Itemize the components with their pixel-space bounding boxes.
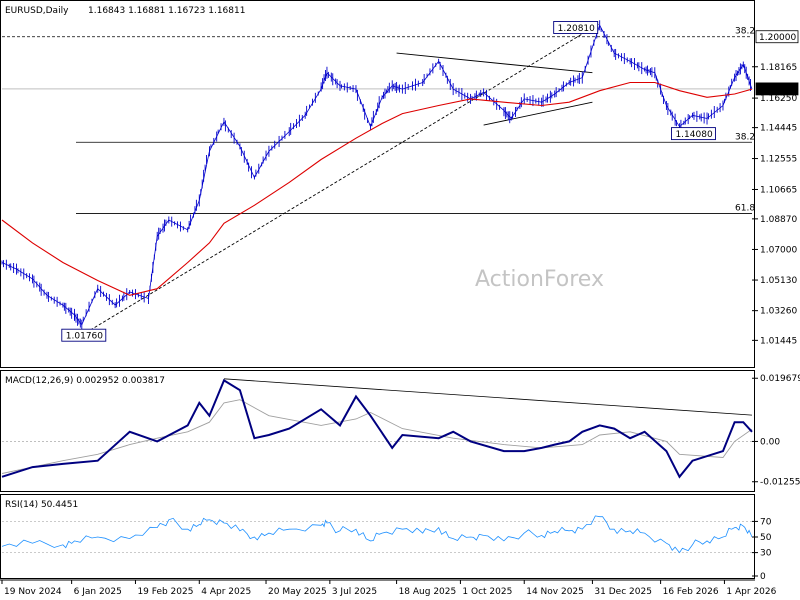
triangle-lower-line	[483, 101, 593, 126]
rsi-tick-label: 0	[760, 572, 766, 582]
fib-level-label: 38.2	[735, 27, 755, 37]
price-tick-label: 1.07000	[760, 245, 797, 255]
price-annotation-box	[553, 21, 599, 34]
price-tick-label: 1.16250	[760, 94, 797, 104]
date-tick-label: 16 Feb 2026	[663, 587, 719, 597]
date-tick-label: 20 May 2025	[268, 587, 327, 597]
date-tick-label: 31 Dec 2025	[594, 587, 652, 597]
price-close-line	[1, 24, 753, 326]
level-price-label-box	[755, 30, 799, 44]
date-tick-label: 1 Oct 2025	[462, 587, 512, 597]
price-y-axis: 1.18165 1.16250 1.14445 1.12555 1.10665 1.088…	[752, 63, 797, 346]
price-labels: 1.20000 1.16811	[755, 30, 799, 96]
price-tick-label: 1.18165	[760, 63, 797, 73]
chart-symbol: EURUSD,Daily	[5, 6, 69, 16]
rsi-tick-label: 70	[760, 517, 772, 527]
price-panel-frame	[0, 0, 755, 368]
price-annotation-label: 1.01760	[66, 332, 103, 342]
current-price-label-box	[755, 82, 799, 96]
fib-level-label: 61.8	[735, 203, 755, 213]
macd-title: MACD(12,26,9) 0.002952 0.003817	[5, 376, 165, 386]
date-tick-label: 19 Feb 2025	[137, 587, 193, 597]
price-tick-label: 1.08870	[760, 215, 797, 225]
fibonacci-levels: 38.2 38.2 61.8	[2, 27, 755, 214]
date-tick-label: 1 Apr 2026	[726, 587, 776, 597]
watermark-logo: ActionForex	[475, 267, 604, 292]
chart-ohlc: 1.16843 1.16881 1.16723 1.16811	[88, 6, 245, 16]
level-price-label: 1.20000	[759, 33, 796, 43]
date-tick-label: 18 Aug 2025	[399, 587, 457, 597]
rsi-tick-label: 30	[760, 549, 772, 559]
macd-tick-label: -0.012552	[760, 478, 800, 488]
rsi-title: RSI(14) 50.4451	[5, 500, 78, 510]
price-tick-label: 1.10665	[760, 185, 797, 195]
price-tick-label: 1.03260	[760, 307, 797, 317]
date-tick-label: 6 Jan 2025	[74, 587, 122, 597]
date-tick-label: 14 Nov 2025	[526, 587, 584, 597]
fib-level-label: 38.2	[735, 132, 755, 142]
support-trendline	[81, 23, 600, 336]
macd-signal-line	[1, 399, 753, 474]
rsi-panel-frame	[0, 494, 755, 579]
price-tick-label: 1.01445	[760, 336, 797, 346]
moving-average-line	[1, 81, 753, 296]
price-tick-label: 1.14445	[760, 124, 797, 134]
macd-tick-label: 0.019679	[760, 374, 800, 384]
macd-series	[1, 378, 753, 479]
triangle-upper-line	[396, 52, 593, 74]
macd-y-axis: 0.019679 0.00 -0.012552	[2, 374, 800, 488]
macd-panel-frame	[0, 370, 755, 492]
rsi-tick-label: 50	[760, 533, 772, 543]
macd-main-line	[1, 378, 753, 479]
date-tick-label: 3 Jul 2025	[332, 587, 377, 597]
price-annotation-label: 1.14080	[675, 130, 712, 140]
price-annotations: 1.20810 1.14080 1.01760	[61, 21, 716, 342]
price-annotation-box	[671, 127, 716, 141]
rsi-y-axis: 70 50 30 0	[2, 517, 772, 582]
price-series	[1, 20, 753, 330]
price-annotation-box	[61, 328, 107, 342]
rsi-series	[1, 515, 753, 554]
trendlines	[2, 23, 752, 336]
price-tick-label: 1.05130	[760, 276, 797, 286]
price-tick-label: 1.12555	[760, 155, 797, 165]
date-tick-label: 4 Apr 2025	[201, 587, 251, 597]
date-x-axis: 19 Nov 2024 6 Jan 2025 19 Feb 2025 4 Apr 20…	[1, 580, 777, 597]
current-price-label: 1.16811	[759, 85, 796, 95]
date-tick-label: 19 Nov 2024	[4, 587, 62, 597]
macd-tick-label: 0.00	[760, 437, 780, 447]
rsi-line	[1, 515, 753, 554]
price-annotation-label: 1.20810	[558, 24, 595, 34]
macd-trendline	[223, 378, 753, 416]
